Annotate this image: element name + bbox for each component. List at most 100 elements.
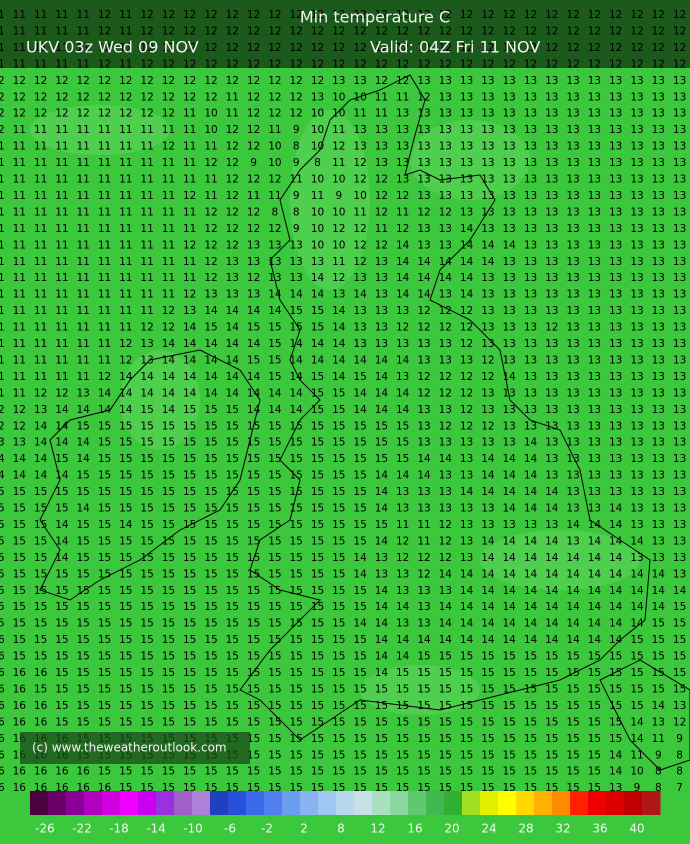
grid-value: 14 [268,404,282,416]
grid-value: 13 [630,371,643,383]
grid-value: 14 [226,338,240,350]
grid-value: 12 [226,124,239,136]
grid-value: 14 [524,601,538,613]
grid-value: 15 [673,601,686,613]
grid-value: 13 [396,141,409,153]
grid-value: 12 [13,420,26,432]
colorbar-label: 16 [407,822,422,836]
grid-value: 15 [204,420,217,432]
grid-value: 13 [673,124,686,136]
grid-value: 12 [55,108,68,120]
grid-value: 13 [673,568,686,580]
grid-value: 11 [77,272,90,284]
grid-value: 15 [13,552,26,564]
grid-value: 15 [140,651,153,663]
grid-value: 13 [545,453,558,465]
grid-value: 13 [311,256,324,268]
grid-value: 15 [460,766,473,778]
grid-value: 12 [375,174,388,186]
grid-value: 15 [247,354,260,366]
grid-value: 13 [652,322,665,334]
grid-value: 13 [588,174,601,186]
grid-value: 13 [609,75,622,87]
grid-value: 16 [0,749,5,761]
grid-value: 13 [268,239,281,251]
grid-value: 15 [481,700,494,712]
grid-value: 13 [460,470,473,482]
grid-value: 13 [566,239,579,251]
colorbar-segment [102,791,121,815]
grid-value: 15 [503,733,516,745]
grid-value: 13 [609,124,622,136]
grid-value: 12 [183,239,196,251]
grid-value: 12 [481,354,494,366]
grid-value: 14 [460,568,474,580]
grid-value: 13 [34,404,47,416]
grid-value: 14 [162,354,176,366]
grid-value: 13 [652,552,665,564]
grid-value: 14 [545,535,559,547]
grid-value: 14 [566,601,580,613]
grid-value: 12 [417,305,430,317]
grid-value: 15 [353,437,366,449]
grid-value: 13 [545,108,558,120]
grid-value: 14 [439,634,453,646]
grid-value: 13 [673,552,686,564]
grid-value: 12 [396,190,409,202]
grid-value: 12 [98,371,111,383]
grid-value: 11 [396,519,409,531]
grid-value: 13 [375,289,388,301]
grid-value: 15 [162,601,175,613]
grid-value: 15 [332,733,345,745]
grid-value: 13 [566,437,579,449]
grid-value: 13 [545,371,558,383]
grid-value: 12 [417,322,430,334]
grid-value: 15 [0,519,5,531]
grid-value: 15 [247,437,260,449]
grid-value: 13 [417,585,430,597]
grid-value: 11 [55,239,68,251]
colorbar-segment [534,791,553,815]
grid-value: 11 [77,190,90,202]
grid-value: 15 [226,716,239,728]
grid-value: 14 [13,453,27,465]
colorbar-segment [624,791,643,815]
grid-value: 11 [268,190,281,202]
grid-value: 12 [417,568,430,580]
colorbar-segment [570,791,589,815]
grid-value: 15 [503,749,516,761]
grid-value: 15 [417,683,430,695]
grid-value: 14 [332,305,346,317]
grid-value: 13 [524,239,537,251]
grid-value: 13 [652,354,665,366]
grid-value: 13 [652,108,665,120]
grid-value: 13 [204,289,217,301]
grid-value: 14 [204,338,218,350]
grid-value: 13 [503,272,516,284]
grid-value: 13 [588,206,601,218]
grid-value: 13 [652,239,665,251]
grid-value: 13 [503,141,516,153]
grid-value: 15 [140,420,153,432]
grid-value: 15 [140,437,153,449]
grid-value: 15 [55,585,68,597]
grid-value: 14 [247,338,261,350]
grid-value: 15 [290,667,303,679]
grid-value: 13 [439,404,452,416]
grid-value: 15 [652,683,665,695]
grid-value: 11 [13,157,26,169]
grid-value: 12 [396,535,409,547]
grid-value: 15 [481,667,494,679]
grid-value: 14 [503,552,517,564]
grid-value: 13 [630,256,643,268]
grid-value: 15 [34,585,47,597]
grid-value: 13 [268,256,281,268]
colorbar-segment [84,791,103,815]
grid-value: 15 [332,535,345,547]
grid-value: 14 [204,354,218,366]
grid-value: 15 [98,503,111,515]
grid-value: 15 [204,535,217,547]
grid-value: 12 [13,75,26,87]
grid-value: 13 [630,305,643,317]
grid-value: 15 [0,618,5,630]
